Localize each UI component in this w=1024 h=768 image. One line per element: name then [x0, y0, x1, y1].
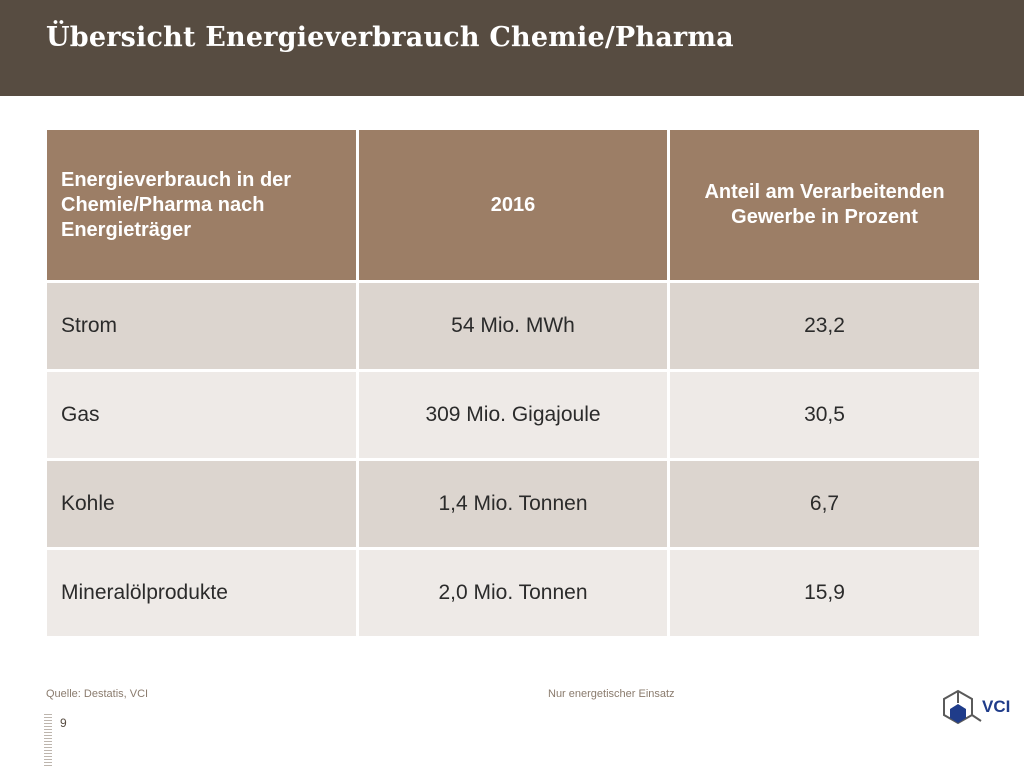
- page-title: Übersicht Energieverbrauch Chemie/Pharma: [46, 22, 734, 53]
- table-header-row: Energieverbrauch in der Chemie/Pharma na…: [44, 127, 982, 283]
- title-bar: Übersicht Energieverbrauch Chemie/Pharma: [0, 0, 1024, 96]
- consumption-cell: 309 Mio. Gigajoule: [356, 369, 670, 461]
- table-row: Mineralölprodukte 2,0 Mio. Tonnen 15,9: [44, 547, 982, 639]
- vci-logo-text: VCI: [982, 697, 1010, 716]
- share-cell: 23,2: [667, 280, 982, 372]
- page-number: 9: [60, 716, 67, 730]
- table-row: Kohle 1,4 Mio. Tonnen 6,7: [44, 458, 982, 550]
- column-header-year: 2016: [356, 127, 670, 283]
- energy-carrier-cell: Gas: [44, 369, 359, 461]
- column-header-energy-carrier: Energieverbrauch in der Chemie/Pharma na…: [44, 127, 359, 283]
- energy-carrier-cell: Mineralölprodukte: [44, 547, 359, 639]
- share-cell: 30,5: [667, 369, 982, 461]
- share-cell: 6,7: [667, 458, 982, 550]
- table-row: Gas 309 Mio. Gigajoule 30,5: [44, 369, 982, 461]
- share-cell: 15,9: [667, 547, 982, 639]
- page-marker-lines: [44, 714, 52, 768]
- table-row: Strom 54 Mio. MWh 23,2: [44, 280, 982, 372]
- consumption-cell: 2,0 Mio. Tonnen: [356, 547, 670, 639]
- vci-logo: VCI: [943, 689, 1010, 725]
- consumption-cell: 1,4 Mio. Tonnen: [356, 458, 670, 550]
- energy-carrier-cell: Strom: [44, 280, 359, 372]
- consumption-cell: 54 Mio. MWh: [356, 280, 670, 372]
- column-header-share: Anteil am Verarbeitenden Gewerbe in Proz…: [667, 127, 982, 283]
- energy-carrier-cell: Kohle: [44, 458, 359, 550]
- source-note: Quelle: Destatis, VCI: [46, 688, 149, 700]
- usage-note: Nur energetischer Einsatz: [548, 688, 675, 700]
- energy-table: Energieverbrauch in der Chemie/Pharma na…: [44, 127, 982, 639]
